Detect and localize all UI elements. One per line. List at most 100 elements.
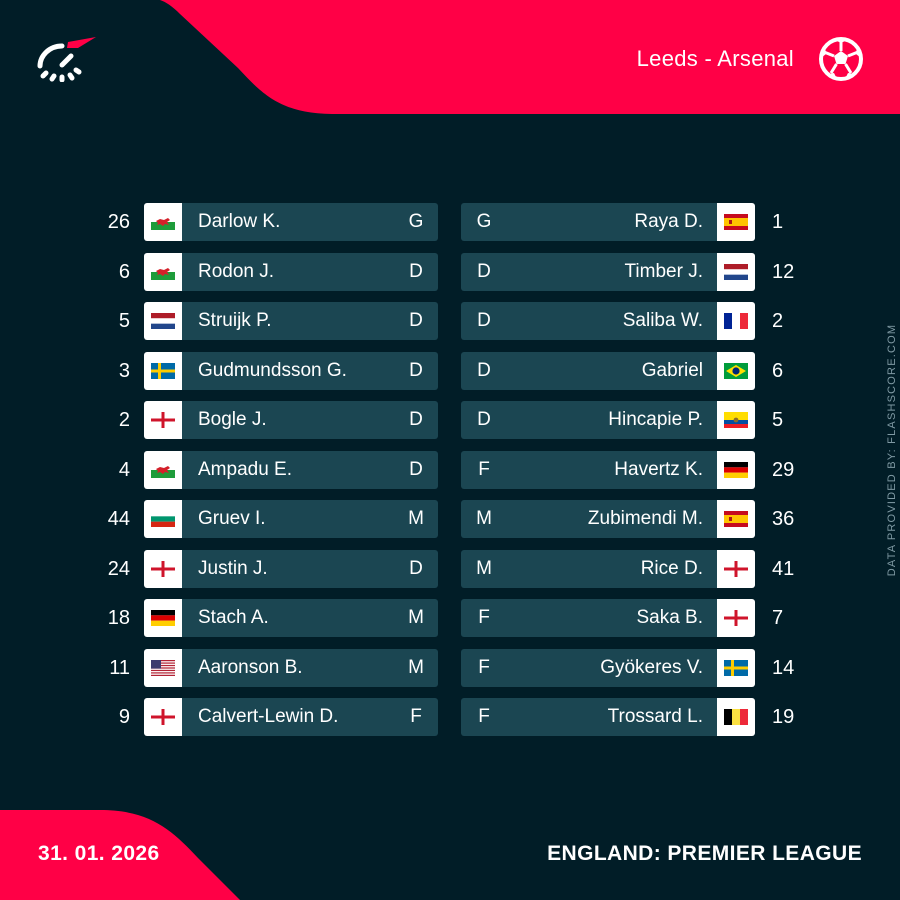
player-name: Bogle J. <box>198 409 267 430</box>
player-name: Rodon J. <box>198 260 275 282</box>
player-name: Saka B. <box>636 607 703 628</box>
player-bar: Stach A. M <box>182 599 438 637</box>
flag-box <box>144 450 182 489</box>
player-position: G <box>408 211 424 232</box>
flag-box <box>144 203 182 241</box>
shirt-number: 41 <box>772 557 795 580</box>
player-name: Zubimendi M. <box>587 508 703 529</box>
shirt-number: 6 <box>772 359 784 382</box>
flag-box <box>717 252 755 291</box>
footer-accent-shape <box>0 810 240 900</box>
shirt-number: 4 <box>118 458 130 481</box>
home-player-row: 9 Calvert-Lewin D. F <box>0 698 900 736</box>
home-player-row: 4 Ampadu E. D <box>0 450 900 489</box>
flag-box <box>717 203 755 241</box>
data-credit: DATA PROVIDED BY: FLASHSCORE.COM <box>886 323 898 577</box>
shirt-number: 44 <box>107 508 130 530</box>
home-player-row: 44 Gruev I. M <box>0 500 900 538</box>
netherlands-flag-icon <box>151 313 175 329</box>
home-player-row: 26 Darlow K. G <box>0 203 900 241</box>
player-position: D <box>477 409 491 430</box>
player-position: M <box>408 656 424 678</box>
home-player-row: 3 Gudmundsson G. D <box>0 351 900 390</box>
away-player-row: 7 Saka B. F <box>0 599 900 637</box>
player-name: Gudmundsson G. <box>198 359 347 381</box>
player-position: D <box>409 310 423 331</box>
shirt-number: 5 <box>772 409 784 431</box>
player-position: G <box>476 211 492 232</box>
player-bar: Gyökeres V. F <box>461 648 717 687</box>
shirt-number: 26 <box>107 211 130 233</box>
player-position: D <box>477 260 491 282</box>
flag-box <box>144 351 182 390</box>
flag-box <box>144 500 182 538</box>
away-player-row: 29 Havertz K. F <box>0 450 900 489</box>
shirt-number: 24 <box>107 557 130 580</box>
spain-flag-icon <box>724 214 748 230</box>
flag-box <box>144 648 182 687</box>
player-position: M <box>408 508 424 529</box>
shirt-number: 7 <box>772 607 784 629</box>
flag-box <box>717 549 755 588</box>
flag-box <box>144 252 182 291</box>
away-player-row: 36 Zubimendi M. M <box>0 500 900 538</box>
player-position: M <box>476 508 492 529</box>
usa-flag-icon <box>151 659 175 676</box>
england-flag-icon <box>724 560 748 577</box>
player-position: D <box>409 359 423 381</box>
player-position: F <box>478 656 490 678</box>
shirt-number: 18 <box>107 607 130 629</box>
england-flag-icon <box>724 610 748 626</box>
england-flag-icon <box>151 709 175 725</box>
player-position: M <box>408 607 424 628</box>
player-bar: Struijk P. D <box>182 302 438 340</box>
player-name: Ampadu E. <box>198 458 292 480</box>
away-player-row: 5 Hincapie P. D <box>0 401 900 439</box>
shirt-number: 9 <box>118 706 130 728</box>
germany-flag-icon <box>724 461 748 478</box>
shirt-number: 3 <box>118 359 130 382</box>
player-bar: Trossard L. F <box>461 698 717 736</box>
player-position: F <box>478 706 490 727</box>
ecuador-flag-icon <box>724 412 748 428</box>
away-player-row: 12 Timber J. D <box>0 252 900 291</box>
player-name: Saliba W. <box>622 310 703 331</box>
shirt-number: 29 <box>772 458 795 481</box>
player-name: Justin J. <box>198 557 268 579</box>
sweden-flag-icon <box>151 362 175 379</box>
away-player-row: 19 Trossard L. F <box>0 698 900 736</box>
away-player-row: 6 Gabriel D <box>0 351 900 390</box>
player-bar: Timber J. D <box>461 252 717 291</box>
shirt-number: 2 <box>772 310 784 332</box>
competition-name: ENGLAND: PREMIER LEAGUE <box>547 842 862 865</box>
bulgaria-flag-icon <box>151 511 175 527</box>
player-position: D <box>409 458 423 480</box>
player-name: Havertz K. <box>614 458 703 480</box>
away-player-row: 1 Raya D. G <box>0 203 900 241</box>
home-player-row: 5 Struijk P. D <box>0 302 900 340</box>
player-bar: Zubimendi M. M <box>461 500 717 538</box>
player-bar: Raya D. G <box>461 203 717 241</box>
player-name: Timber J. <box>624 260 703 282</box>
player-name: Gabriel <box>641 359 703 381</box>
player-position: M <box>476 557 492 579</box>
player-position: D <box>477 310 491 331</box>
flag-box <box>717 351 755 390</box>
player-position: D <box>409 557 423 579</box>
flag-box <box>144 549 182 588</box>
player-name: Calvert-Lewin D. <box>198 706 339 727</box>
flag-box <box>144 599 182 637</box>
player-position: D <box>477 359 491 381</box>
player-bar: Aaronson B. M <box>182 648 438 687</box>
flag-box <box>144 401 182 439</box>
player-bar: Gudmundsson G. D <box>182 351 438 390</box>
player-name: Rice D. <box>640 557 703 579</box>
player-name: Gyökeres V. <box>600 656 703 678</box>
shirt-number: 14 <box>772 656 795 679</box>
player-name: Darlow K. <box>198 211 281 232</box>
netherlands-flag-icon <box>724 263 748 280</box>
flag-box <box>144 302 182 340</box>
flag-box <box>717 302 755 340</box>
player-bar: Rodon J. D <box>182 252 438 291</box>
